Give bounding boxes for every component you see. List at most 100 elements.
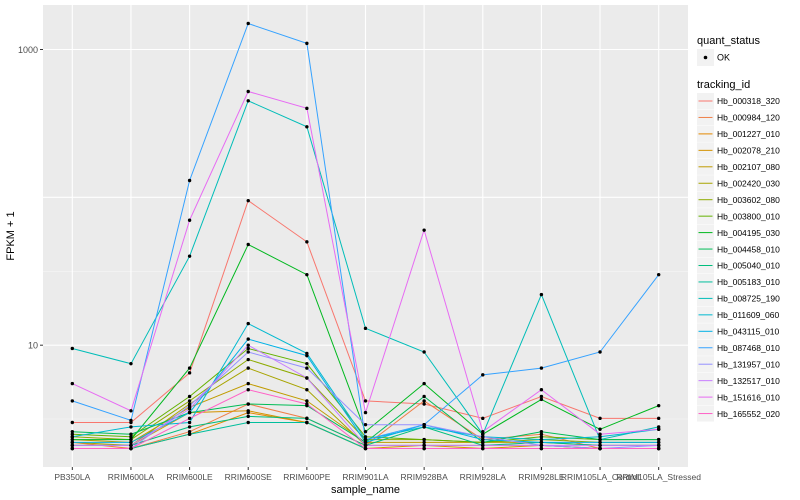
x-tick-label: RRIM105LA_Stressed [616, 472, 701, 482]
data-point [481, 416, 485, 421]
data-point [246, 420, 250, 425]
data-point [187, 366, 192, 370]
y-axis-title: FPKM + 1 [5, 211, 17, 260]
data-point [539, 366, 544, 370]
y-tick-label: 1000 [18, 45, 38, 55]
legend-point-icon [703, 55, 708, 60]
y-tick-label: 10 [28, 341, 38, 351]
data-point [246, 402, 250, 406]
data-point [539, 387, 544, 392]
data-point [363, 422, 368, 427]
legend-label: Hb_003800_010 [717, 211, 780, 221]
legend-label: Hb_165552_020 [717, 409, 780, 419]
data-point [481, 429, 485, 434]
x-tick-label: RRIM928BA [401, 472, 449, 482]
x-tick-label: RRIM600PE [283, 472, 331, 482]
data-point [305, 106, 309, 111]
legend-label: Hb_132517_010 [717, 376, 780, 386]
data-point [598, 427, 602, 431]
data-point [363, 435, 368, 439]
data-point [422, 446, 426, 451]
data-point [187, 407, 192, 411]
data-point [422, 443, 426, 448]
data-point [656, 427, 661, 431]
legend-label: Hb_003602_080 [717, 195, 780, 205]
data-point [70, 381, 75, 386]
data-point [246, 350, 250, 354]
data-point [422, 437, 426, 442]
data-point [246, 366, 250, 370]
data-point [539, 435, 544, 439]
data-point [598, 435, 602, 439]
data-point [481, 432, 485, 436]
data-point [305, 353, 309, 358]
data-point [656, 272, 661, 277]
data-point [539, 429, 544, 434]
data-point [129, 446, 133, 451]
data-point [187, 371, 192, 375]
data-point [70, 437, 75, 442]
data-point [656, 416, 661, 421]
data-point [129, 409, 133, 413]
data-point [481, 440, 485, 445]
data-point [305, 41, 309, 46]
x-tick-label: RRIM105LA_Control [561, 472, 640, 482]
data-point [129, 437, 133, 442]
data-point [598, 443, 602, 448]
legend-label: Hb_008725_190 [717, 294, 780, 304]
data-point [539, 432, 544, 436]
x-tick-label: RRIM600LA [108, 472, 155, 482]
data-point [422, 394, 426, 399]
data-point [363, 446, 368, 451]
data-point [70, 420, 75, 425]
data-point [129, 418, 133, 423]
data-point [246, 381, 250, 386]
data-point [246, 357, 250, 362]
legend-label: Hb_002078_210 [717, 146, 780, 156]
data-point [246, 89, 250, 94]
data-point [422, 422, 426, 427]
data-point [70, 446, 75, 451]
x-tick-label: RRIM901LA [342, 472, 389, 482]
legend-label: Hb_087468_010 [717, 343, 780, 353]
data-point [70, 429, 75, 434]
data-point [656, 440, 661, 445]
data-point [187, 425, 192, 429]
data-point [656, 437, 661, 442]
data-point [598, 432, 602, 436]
x-tick-label: RRIM600SE [225, 472, 273, 482]
data-point [246, 414, 250, 419]
data-point [187, 254, 192, 258]
data-point [656, 446, 661, 451]
x-tick-label: RRIM600LE [166, 472, 213, 482]
legend-label: Hb_005040_010 [717, 261, 780, 271]
data-point [187, 432, 192, 436]
data-point [363, 399, 368, 403]
data-point [187, 416, 192, 421]
data-point [246, 242, 250, 247]
legend-label: Hb_011609_060 [717, 310, 780, 320]
data-point [598, 446, 602, 451]
x-tick-label: PB350LA [54, 472, 90, 482]
legend-label: Hb_151616_010 [717, 392, 780, 402]
legend-label: Hb_002107_080 [717, 162, 780, 172]
data-point [422, 381, 426, 386]
data-point [305, 366, 309, 370]
data-point [363, 429, 368, 434]
legend-label: Hb_002420_030 [717, 178, 780, 188]
data-point [187, 178, 192, 183]
data-point [539, 397, 544, 402]
legend-quant-label: OK [717, 53, 730, 63]
data-point [481, 435, 485, 439]
data-point [305, 402, 309, 406]
data-point [305, 272, 309, 277]
data-point [422, 402, 426, 406]
data-point [129, 443, 133, 448]
data-point [246, 21, 250, 26]
data-point [656, 425, 661, 429]
data-point [246, 337, 250, 341]
data-point [363, 326, 368, 331]
data-point [246, 387, 250, 392]
data-point [305, 399, 309, 403]
